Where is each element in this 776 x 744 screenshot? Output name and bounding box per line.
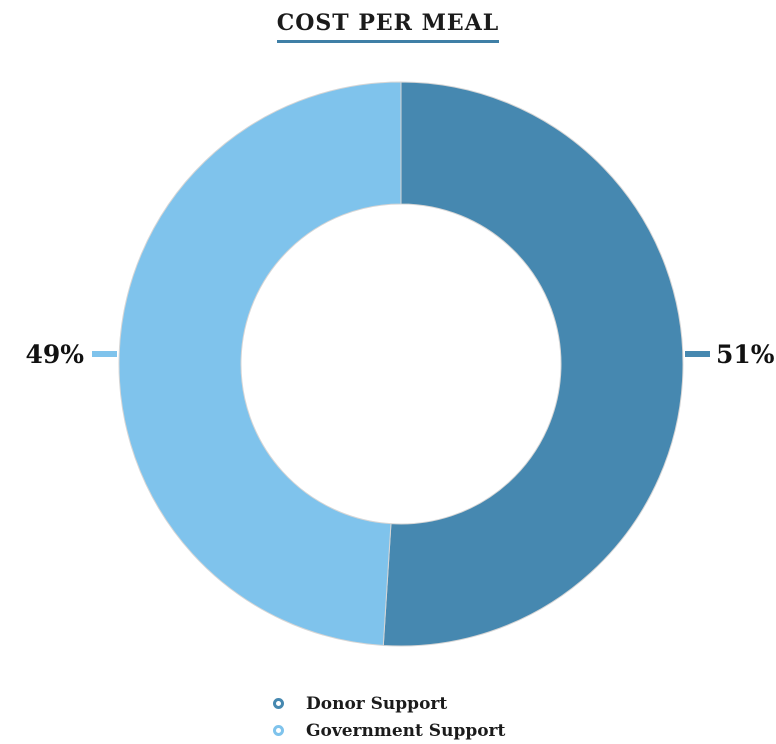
legend-marker-icon <box>273 698 284 709</box>
legend-item-government-support[interactable]: Government Support <box>273 717 505 744</box>
legend-label: Government Support <box>306 720 506 741</box>
legend-item-donor-support[interactable]: Donor Support <box>273 690 505 717</box>
value-label-donor-support: 51% <box>716 340 775 369</box>
chart-title-wrap: COST PER MEAL <box>0 10 776 43</box>
chart-legend: Donor Support Government Support <box>273 690 505 744</box>
slice-value-labels: 51% 49% <box>25 340 774 369</box>
donut-slices <box>118 81 684 647</box>
slice-donor-support[interactable] <box>382 81 684 647</box>
chart-title: COST PER MEAL <box>276 10 500 43</box>
legend-marker-icon <box>273 725 284 736</box>
legend-label: Donor Support <box>306 693 448 714</box>
value-label-government-support: 49% <box>25 340 84 369</box>
slice-government-support[interactable] <box>118 81 402 646</box>
